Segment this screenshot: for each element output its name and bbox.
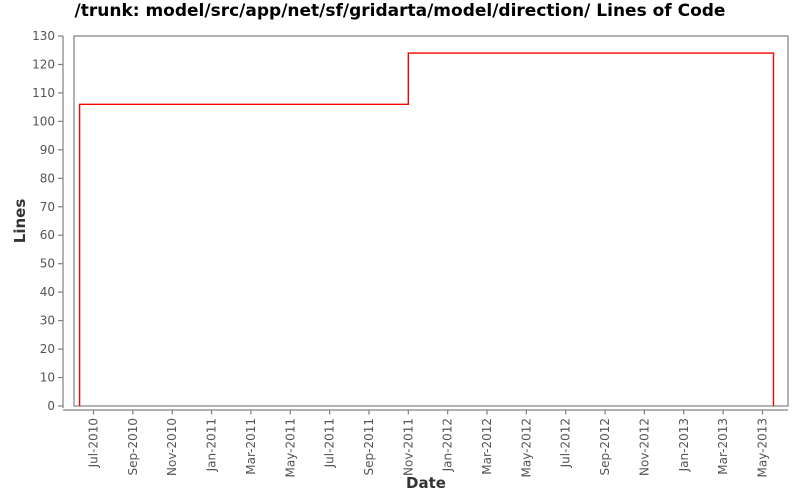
x-tick-label: Nov-2012 — [637, 418, 651, 476]
plot-area — [73, 35, 789, 407]
x-tick-label: May-2012 — [519, 418, 533, 477]
y-tick-label: 90 — [40, 143, 55, 157]
x-tick-label: Sep-2011 — [362, 418, 376, 476]
y-tick-label: 80 — [40, 171, 55, 185]
chart-layer: 0 10 20 30 40 50 60 70 80 90 100 110 120 130 Jul-2010 S… — [32, 29, 789, 477]
y-tick-label: 30 — [40, 314, 55, 328]
y-tick-label: 40 — [40, 285, 55, 299]
y-tick-label: 110 — [32, 86, 55, 100]
x-tick-label: Mar-2012 — [480, 418, 494, 475]
x-axis-label: Date — [406, 474, 446, 492]
x-tick-label: Mar-2011 — [244, 418, 258, 475]
x-tick-label: Mar-2013 — [716, 418, 730, 475]
y-tick-label: 70 — [40, 200, 55, 214]
y-tick-label: 100 — [32, 114, 55, 128]
y-tick-label: 60 — [40, 228, 55, 242]
x-tick-label: Jul-2010 — [87, 418, 101, 468]
x-tick-label: Sep-2010 — [126, 418, 140, 476]
x-tick-label: Nov-2011 — [401, 418, 415, 476]
x-tick-label: Jul-2012 — [559, 418, 573, 468]
x-tick-label: Jan-2012 — [441, 418, 455, 472]
x-tick-label: Jan-2011 — [205, 418, 219, 472]
x-tick-label: Nov-2010 — [165, 418, 179, 476]
y-tick-label: 130 — [32, 29, 55, 43]
x-tick-label: May-2011 — [283, 418, 297, 477]
x-tick-label: Jul-2011 — [323, 418, 337, 468]
y-tick-label: 0 — [47, 399, 55, 413]
x-tick-label: May-2013 — [755, 418, 769, 477]
y-axis-label: Lines — [11, 199, 29, 244]
y-tick-label: 10 — [40, 371, 55, 385]
y-tick-label: 50 — [40, 257, 55, 271]
y-tick-label: 120 — [32, 57, 55, 71]
x-tick-label: Sep-2012 — [598, 418, 612, 476]
x-tick-label: Jan-2013 — [677, 418, 691, 472]
y-tick-label: 20 — [40, 342, 55, 356]
chart-title: /trunk: model/src/app/net/sf/gridarta/mo… — [74, 1, 726, 21]
loc-series-line — [78, 52, 775, 406]
